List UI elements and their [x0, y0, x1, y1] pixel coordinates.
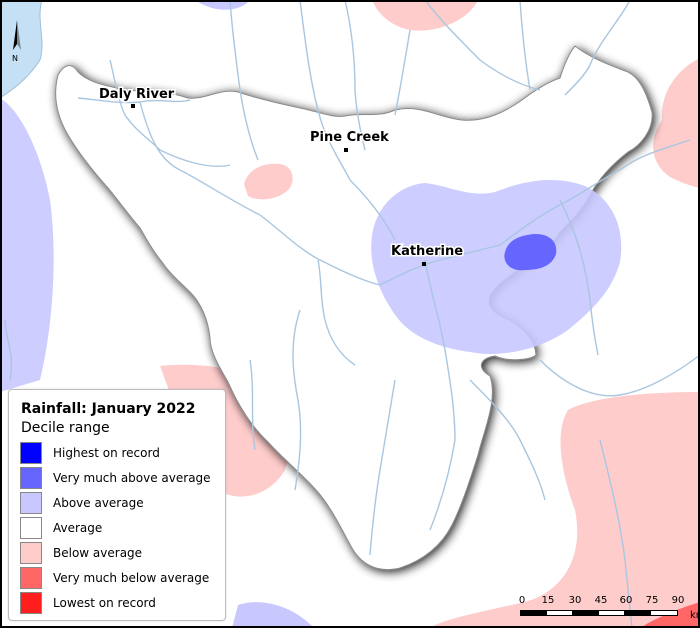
scale-tick-label: 30	[568, 595, 582, 606]
scale-segment	[546, 610, 573, 616]
legend-swatch	[20, 592, 42, 614]
legend-subtitle: Decile range	[21, 420, 110, 436]
legend-swatch	[20, 567, 42, 589]
above-average-region-south	[232, 602, 314, 628]
below-average-region-southeast	[430, 392, 700, 628]
town-label: Daly River	[99, 87, 175, 102]
legend-swatch	[20, 492, 42, 514]
legend-item-lowest: Lowest on record	[20, 592, 220, 616]
scale-unit: km	[690, 610, 700, 621]
town-label: Katherine	[391, 244, 463, 259]
legend-label: Lowest on record	[53, 596, 156, 610]
legend-label: Below average	[53, 546, 143, 560]
town-marker-daly-river: Daly River	[98, 86, 176, 108]
legend-item-very-much-above: Very much above average	[20, 467, 220, 491]
legend-item-above: Above average	[20, 492, 220, 516]
scale-bar: 0 15 30 45 60 75 90 km	[515, 595, 700, 623]
scale-segment	[598, 610, 625, 616]
above-average-region-north	[195, 0, 250, 10]
legend-label: Above average	[53, 496, 144, 510]
scale-tick-label: 15	[541, 595, 555, 606]
legend: Rainfall: January 2022 Decile range High…	[8, 389, 226, 621]
legend-swatch	[20, 542, 42, 564]
scale-tick-label: 60	[619, 595, 633, 606]
town-marker-pine-creek: Pine Creek	[309, 129, 391, 152]
scale-tick-label: 0	[518, 595, 526, 606]
legend-label: Highest on record	[53, 446, 160, 460]
scale-segment	[650, 610, 678, 616]
town-marker-katherine: Katherine	[390, 243, 465, 266]
legend-item-below: Below average	[20, 542, 220, 566]
sea-area	[0, 0, 43, 99]
legend-label: Average	[53, 521, 103, 535]
scale-segment	[520, 610, 547, 616]
legend-title: Rainfall: January 2022	[21, 401, 196, 417]
legend-swatch	[20, 467, 42, 489]
north-arrow-label: N	[12, 54, 18, 63]
legend-swatch	[20, 517, 42, 539]
legend-label: Very much below average	[53, 571, 210, 585]
north-arrow: N	[12, 20, 21, 63]
river-network	[4, 0, 700, 628]
legend-item-highest: Highest on record	[20, 442, 220, 466]
legend-item-very-much-below: Very much below average	[20, 567, 220, 591]
below-average-region-pine-creek	[244, 163, 293, 200]
scale-segment	[572, 610, 599, 616]
legend-label: Very much above average	[53, 471, 211, 485]
below-average-region-north	[372, 0, 478, 31]
legend-swatch	[20, 442, 42, 464]
town-label: Pine Creek	[310, 130, 389, 145]
scale-tick-label: 45	[594, 595, 608, 606]
scale-tick-label: 75	[645, 595, 659, 606]
below-average-region-east	[653, 58, 700, 188]
scale-segment	[624, 610, 651, 616]
very-much-above-average-region	[504, 234, 557, 271]
legend-item-average: Average	[20, 517, 220, 541]
above-average-region-west	[0, 98, 54, 392]
above-average-region-katherine	[371, 179, 622, 354]
scale-tick-label: 90	[671, 595, 685, 606]
